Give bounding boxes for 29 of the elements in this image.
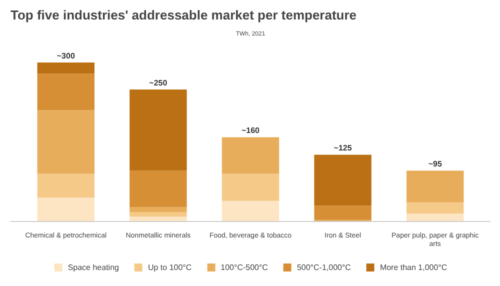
legend-label: 100°C-500°C [220,262,268,272]
bar [130,216,187,222]
legend-label: More than 1,000°C [380,262,448,272]
bar [314,154,372,206]
bar [406,170,464,202]
bar [222,200,280,222]
bar [37,62,94,74]
chart-title: Top five industries' addressable market per temperature [10,8,357,22]
annotation: ~160 [241,126,260,136]
bar [314,206,372,220]
bar [222,174,280,201]
bar [37,174,94,198]
bar [130,212,187,217]
bar [130,90,187,171]
bar [222,137,280,174]
bar [130,170,187,208]
bar [130,207,187,212]
annotation: ~125 [334,144,352,153]
annotation: ~250 [149,78,168,88]
legend-label: 500°C-1,000°C [296,262,351,272]
legend-label: Up to 100°C [148,262,192,272]
bar [37,110,94,174]
bar [406,202,464,214]
legend-label: Space heating [68,262,119,272]
bar [406,214,464,222]
bar [37,74,94,110]
annotation: ~300 [56,51,76,60]
bar [37,198,94,222]
annotation: ~95 [428,160,442,169]
